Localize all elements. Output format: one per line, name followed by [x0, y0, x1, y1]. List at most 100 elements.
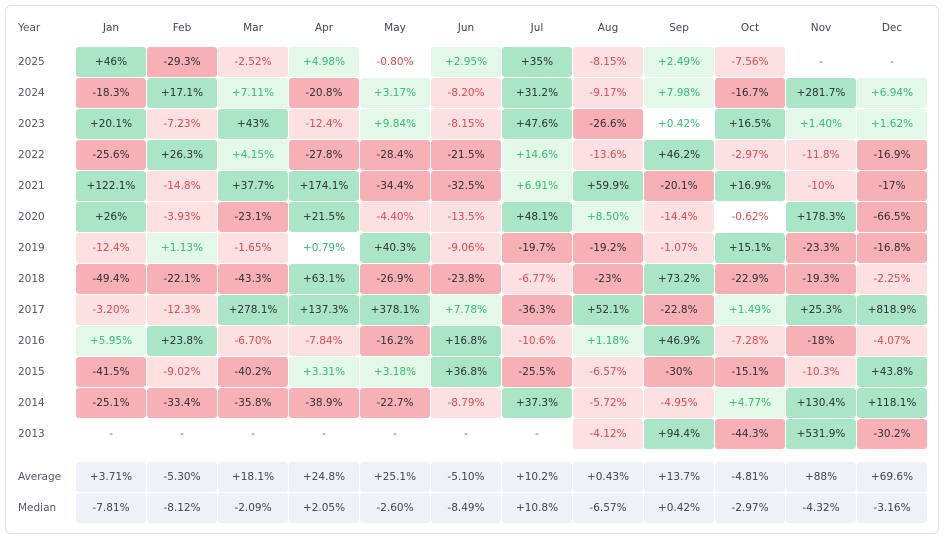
return-cell: -16.9% — [857, 140, 927, 170]
return-cell: - — [890, 56, 894, 68]
return-cell: -36.3% — [502, 295, 572, 325]
return-cell: +15.1% — [715, 233, 785, 263]
return-cell: +7.98% — [644, 78, 714, 108]
return-cell: +21.5% — [289, 202, 359, 232]
summary-cell: -8.49% — [431, 493, 501, 523]
returns-table: Year Jan Feb Mar Apr May Jun Jul Aug Sep Oct Nov Dec… — [5, 5, 939, 534]
return-cell: -3.20% — [76, 295, 146, 325]
header-month: May — [384, 22, 406, 34]
return-cell: +59.9% — [573, 171, 643, 201]
return-cell: -22.8% — [644, 295, 714, 325]
header-month: Aug — [597, 22, 619, 34]
return-cell: +94.4% — [644, 419, 714, 449]
return-cell: -35.8% — [218, 388, 288, 418]
return-cell: -26.6% — [573, 109, 643, 139]
return-cell: -16.2% — [360, 326, 430, 356]
return-cell: +25.3% — [786, 295, 856, 325]
return-cell: +8.50% — [573, 202, 643, 232]
return-cell: +178.3% — [786, 202, 856, 232]
year-label: 2015 — [18, 366, 45, 378]
return-cell: -23.8% — [431, 264, 501, 294]
year-label: 2019 — [18, 242, 45, 254]
return-cell: -23.3% — [786, 233, 856, 263]
return-cell: +118.1% — [857, 388, 927, 418]
return-cell: +52.1% — [573, 295, 643, 325]
summary-cell: +2.05% — [289, 493, 359, 523]
return-cell: +46.2% — [644, 140, 714, 170]
return-cell: +0.42% — [657, 118, 701, 130]
header-month: Apr — [314, 22, 334, 34]
return-cell: +130.4% — [786, 388, 856, 418]
header-month: Jul — [530, 22, 544, 34]
return-cell: -0.80% — [376, 56, 414, 68]
return-cell: -41.5% — [76, 357, 146, 387]
return-cell: -28.4% — [360, 140, 430, 170]
return-cell: - — [535, 428, 539, 440]
return-cell: - — [464, 428, 468, 440]
return-cell: -7.28% — [715, 326, 785, 356]
return-cell: +37.3% — [502, 388, 572, 418]
return-cell: +818.9% — [857, 295, 927, 325]
return-cell: +35% — [502, 47, 572, 77]
return-cell: -4.12% — [573, 419, 643, 449]
year-label: 2020 — [18, 211, 45, 223]
return-cell: +2.49% — [644, 47, 714, 77]
return-cell: -21.5% — [431, 140, 501, 170]
header-month: Jun — [457, 22, 475, 34]
return-cell: -13.6% — [573, 140, 643, 170]
return-cell: -44.3% — [715, 419, 785, 449]
return-cell: +6.94% — [857, 78, 927, 108]
return-cell: -13.5% — [431, 202, 501, 232]
return-cell: +2.95% — [431, 47, 501, 77]
year-label: 2016 — [18, 335, 45, 347]
return-cell: -49.4% — [76, 264, 146, 294]
return-cell: +4.98% — [289, 47, 359, 77]
return-cell: -19.2% — [573, 233, 643, 263]
return-cell: -8.15% — [573, 47, 643, 77]
header-month: Jan — [102, 22, 120, 34]
return-cell: -12.3% — [147, 295, 217, 325]
return-cell: -22.1% — [147, 264, 217, 294]
return-cell: +531.9% — [786, 419, 856, 449]
header-month: Nov — [810, 22, 832, 34]
return-cell: +1.18% — [573, 326, 643, 356]
return-cell: -11.8% — [786, 140, 856, 170]
return-cell: +37.7% — [218, 171, 288, 201]
header-month: Sep — [669, 22, 689, 34]
return-cell: -7.23% — [147, 109, 217, 139]
return-cell: +378.1% — [360, 295, 430, 325]
summary-cell: +24.8% — [289, 462, 359, 492]
return-cell: +17.1% — [147, 78, 217, 108]
return-cell: -26.9% — [360, 264, 430, 294]
return-cell: -15.1% — [715, 357, 785, 387]
return-cell: +9.84% — [360, 109, 430, 139]
return-cell: -25.5% — [502, 357, 572, 387]
return-cell: -23.1% — [218, 202, 288, 232]
return-cell: - — [251, 428, 255, 440]
return-cell: -4.40% — [360, 202, 430, 232]
return-cell: +1.13% — [147, 233, 217, 263]
return-cell: +46.9% — [644, 326, 714, 356]
return-cell: - — [109, 428, 113, 440]
summary-cell: -2.60% — [360, 493, 430, 523]
summary-cell: -7.81% — [76, 493, 146, 523]
summary-cell: +10.2% — [502, 462, 572, 492]
return-cell: +1.49% — [715, 295, 785, 325]
return-cell: -14.8% — [147, 171, 217, 201]
header-month: Dec — [881, 22, 903, 34]
return-cell: -10% — [786, 171, 856, 201]
summary-cell: +0.43% — [573, 462, 643, 492]
summary-label: Median — [18, 502, 57, 514]
return-cell: +48.1% — [502, 202, 572, 232]
return-cell: -2.52% — [218, 47, 288, 77]
return-cell: +16.5% — [715, 109, 785, 139]
summary-cell: -6.57% — [573, 493, 643, 523]
return-cell: -9.02% — [147, 357, 217, 387]
return-cell: -4.95% — [644, 388, 714, 418]
return-cell: +6.91% — [502, 171, 572, 201]
return-cell: +16.9% — [715, 171, 785, 201]
return-cell: -18.3% — [76, 78, 146, 108]
return-cell: +137.3% — [289, 295, 359, 325]
return-cell: -3.93% — [147, 202, 217, 232]
summary-cell: +13.7% — [644, 462, 714, 492]
